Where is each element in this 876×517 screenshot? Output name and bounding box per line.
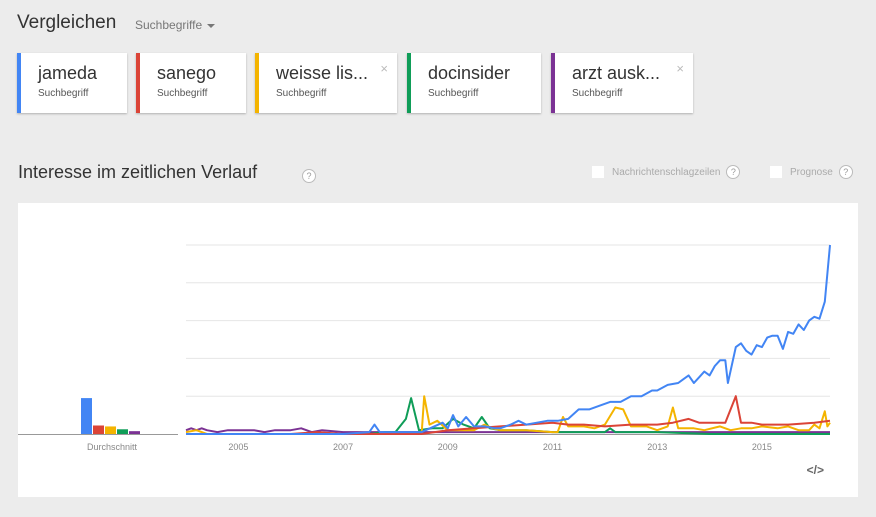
average-bar[interactable] [93,425,104,434]
chevron-down-icon [207,23,216,28]
x-tick-label: 2013 [647,442,667,452]
close-icon[interactable]: × [676,61,684,76]
series-line-arzt-auskunft[interactable] [185,427,830,434]
average-bar[interactable] [129,431,140,434]
option-forecast[interactable]: Prognose ? [770,165,853,179]
average-bar[interactable] [81,398,92,434]
x-tick-label: 2007 [333,442,353,452]
section-title: Interesse im zeitlichen Verlauf [18,162,258,182]
average-bar[interactable] [117,429,128,434]
x-tick-label: 2005 [228,442,248,452]
x-tick-label: 2015 [752,442,772,452]
term-chip-arzt-auskunft[interactable]: arzt ausk... Suchbegriff × [551,53,693,113]
average-bar[interactable] [105,426,116,434]
term-type: Suchbegriff [428,88,479,99]
help-icon[interactable]: ? [838,165,853,179]
term-type: Suchbegriff [38,88,89,99]
option-label: Nachrichtenschlagzeilen [612,166,721,178]
series-line-weisse-liste[interactable] [185,395,831,435]
term-chip-jameda[interactable]: jameda Suchbegriff [17,53,127,113]
chart-card: Durchschnitt 2005 2007 2009 2011 2013 2015 </> [18,203,858,497]
help-icon[interactable]: ? [302,169,316,183]
compare-title: Vergleichen [17,12,117,33]
option-news-headlines[interactable]: Nachrichtenschlagzeilen ? [592,165,741,179]
compare-type-dropdown[interactable]: Suchbegriffe [135,18,216,32]
term-label: docinsider [428,63,511,83]
series-line-jameda[interactable] [186,244,831,435]
series-line-docinsider[interactable] [186,397,830,435]
average-label: Durchschnitt [87,442,138,452]
x-tick-label: 2009 [438,442,458,452]
term-chip-sanego[interactable]: sanego Suchbegriff [136,53,246,113]
checkbox[interactable] [592,166,604,178]
series-line-sanego[interactable] [186,395,831,435]
term-label: jameda [38,63,98,83]
checkbox[interactable] [770,166,782,178]
x-tick-label: 2011 [543,442,562,452]
compare-type-label: Suchbegriffe [135,18,203,32]
term-label: weisse lis... [276,63,369,83]
term-type: Suchbegriff [276,88,327,99]
term-type: Suchbegriff [157,88,208,99]
term-label: arzt ausk... [572,63,661,83]
close-icon[interactable]: × [380,61,388,76]
embed-code-button[interactable]: </> [806,463,824,477]
term-label: sanego [157,63,217,83]
interest-over-time-chart: Durchschnitt 2005 2007 2009 2011 2013 2015 [18,244,831,452]
term-chip-docinsider[interactable]: docinsider Suchbegriff [407,53,541,113]
term-chip-weisse-liste[interactable]: weisse lis... Suchbegriff × [255,53,397,113]
help-icon[interactable]: ? [726,165,741,179]
term-type: Suchbegriff [572,88,623,99]
option-label: Prognose [790,166,833,178]
